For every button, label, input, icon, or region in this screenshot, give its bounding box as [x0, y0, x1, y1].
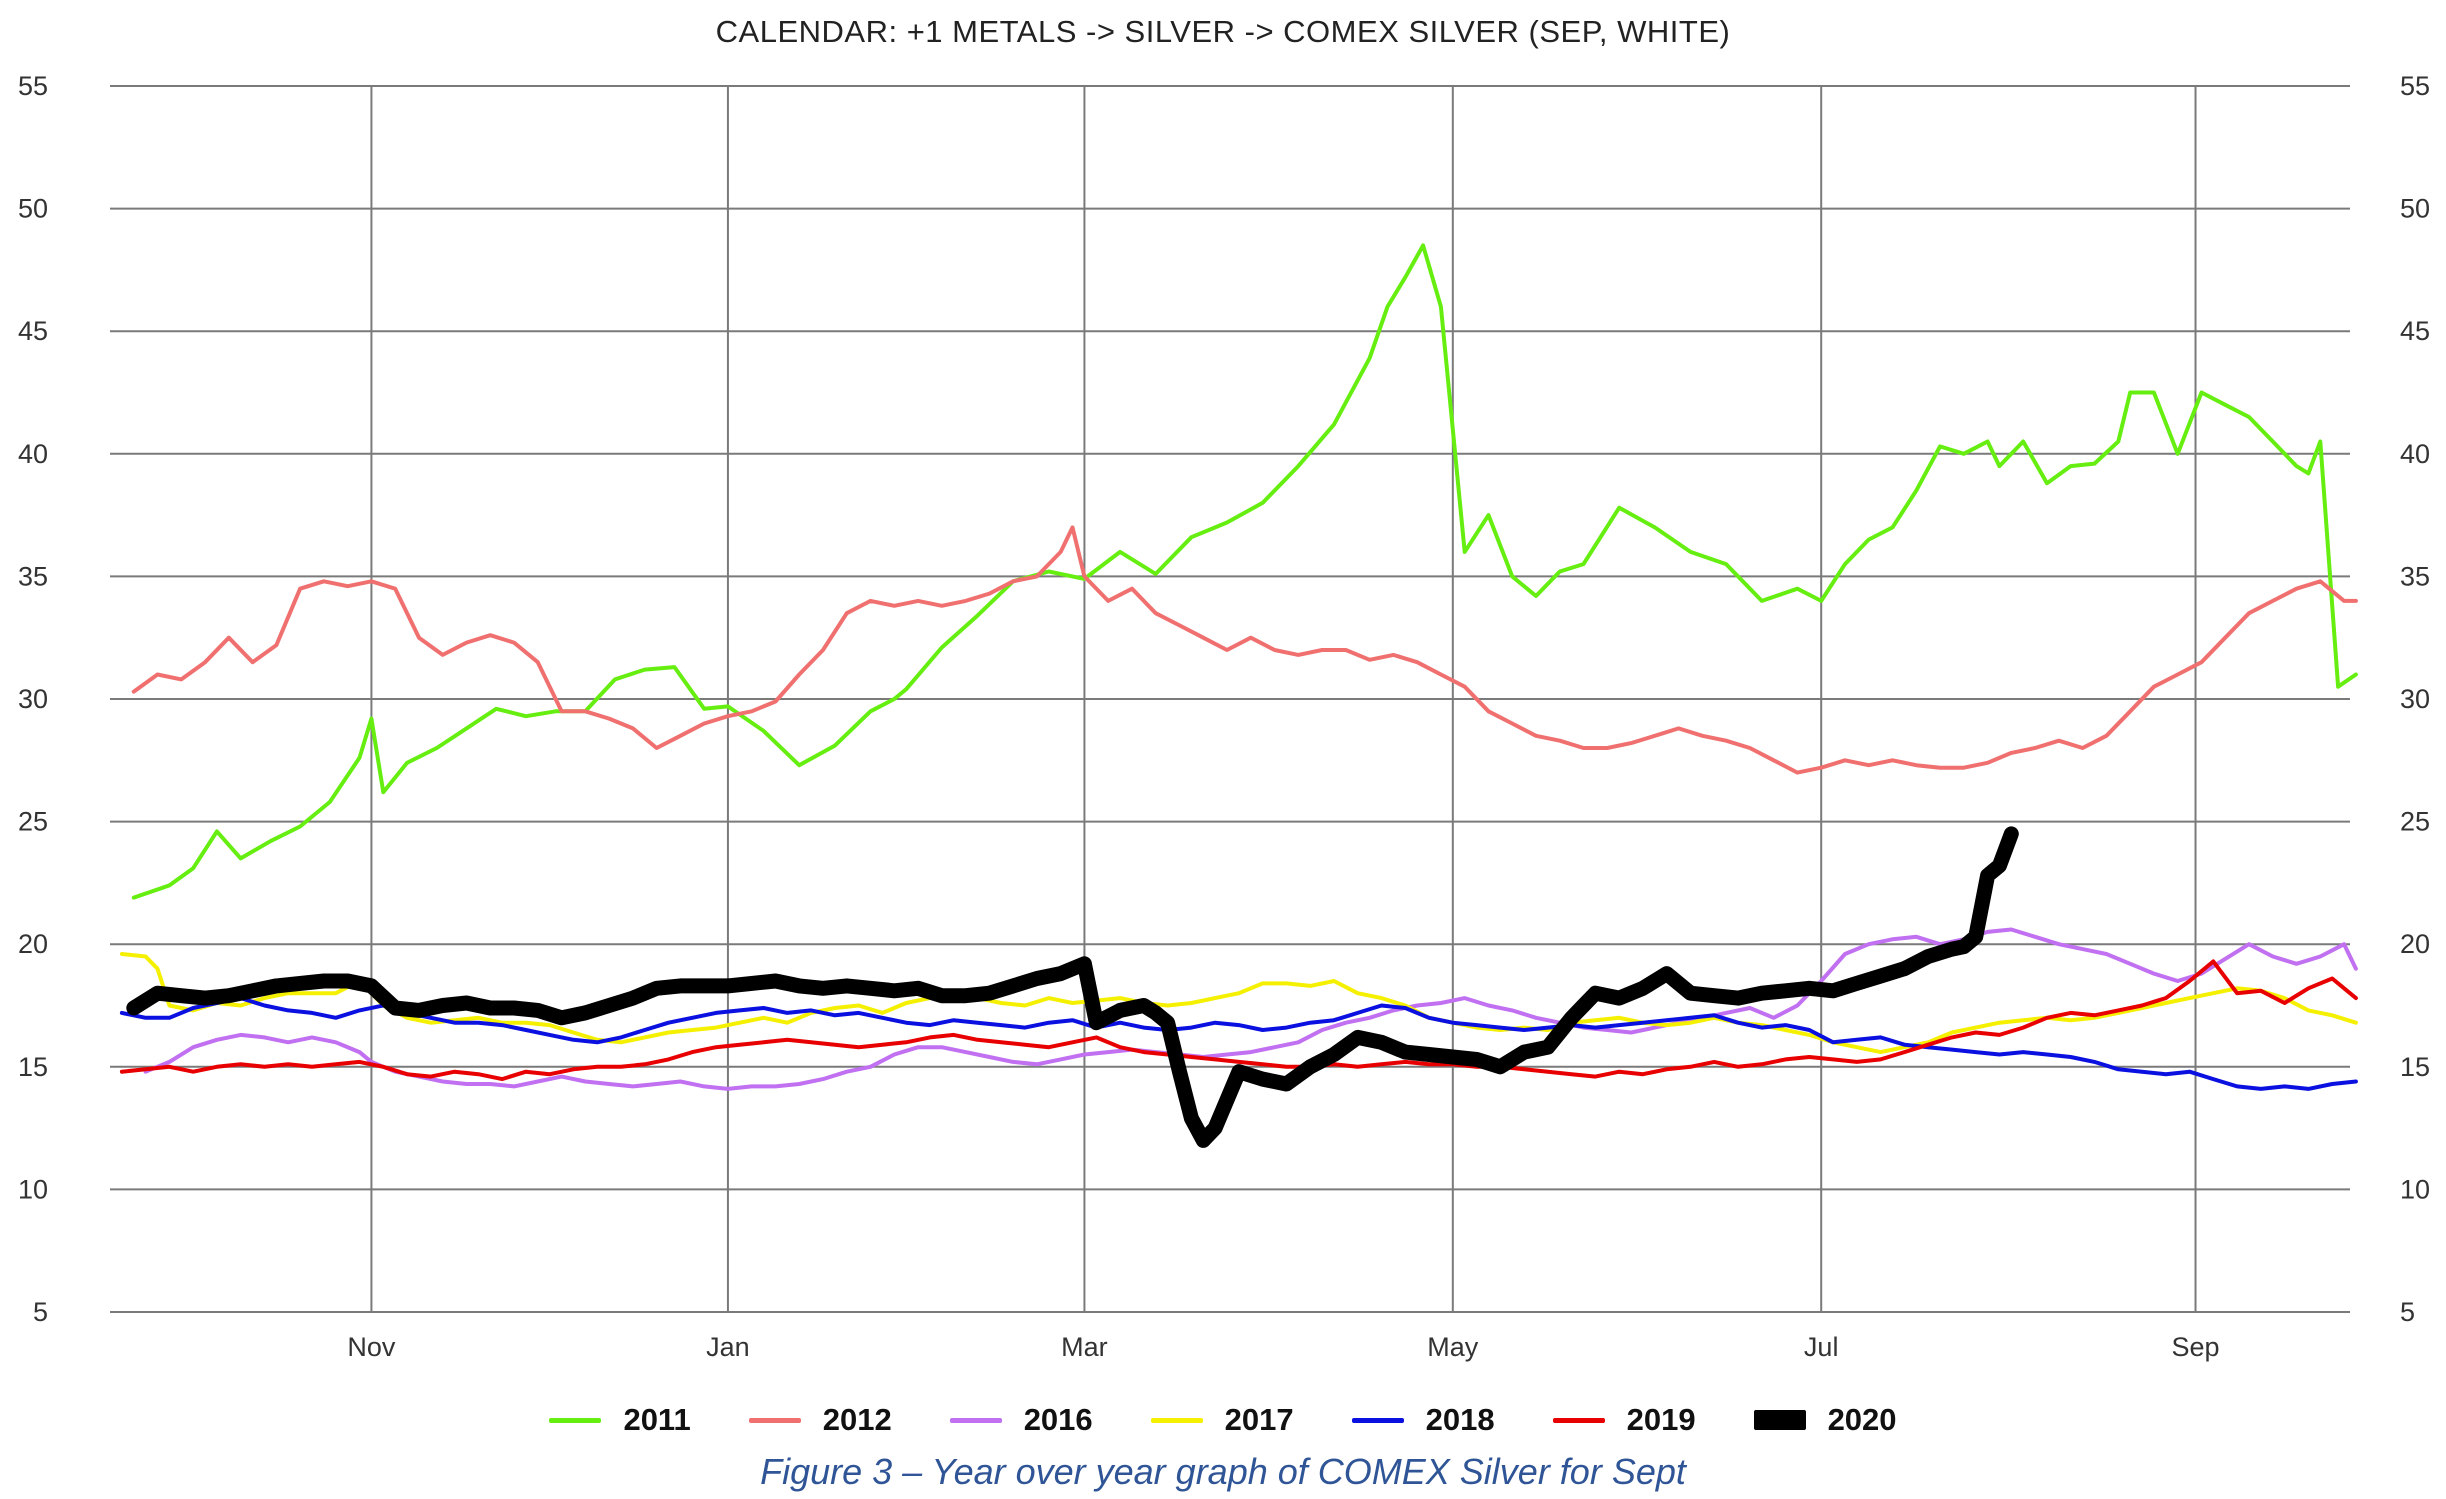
legend-label: 2017 [1224, 1402, 1294, 1437]
legend-swatch [949, 1417, 1002, 1423]
x-tick-label: Mar [1061, 1332, 1108, 1362]
y-tick-label-left: 5 [33, 1297, 48, 1327]
y-tick-label-left: 55 [18, 71, 48, 101]
y-tick-label-left: 45 [18, 316, 48, 346]
legend-item-2017: 2017 [1150, 1402, 1294, 1438]
legend-label: 2018 [1425, 1402, 1495, 1437]
legend-label: 2019 [1626, 1402, 1696, 1437]
y-tick-label-right: 30 [2400, 684, 2430, 714]
y-tick-label-right: 40 [2400, 439, 2430, 469]
legend-item-2011: 2011 [549, 1402, 691, 1438]
y-tick-label-right: 10 [2400, 1174, 2430, 1204]
y-tick-label-left: 40 [18, 439, 48, 469]
y-tick-label-left: 20 [18, 929, 48, 959]
y-tick-label-right: 55 [2400, 71, 2430, 101]
legend-item-2020: 2020 [1753, 1402, 1897, 1438]
y-tick-label-right: 35 [2400, 561, 2430, 591]
y-tick-label-left: 30 [18, 684, 48, 714]
legend-item-2012: 2012 [748, 1402, 892, 1438]
legend-label: 2020 [1827, 1402, 1897, 1437]
x-tick-label: Jan [706, 1332, 750, 1362]
series-lines [119, 243, 2358, 1148]
y-tick-label-left: 35 [18, 561, 48, 591]
legend-swatch [1552, 1417, 1605, 1423]
x-tick-label: Jul [1804, 1332, 1839, 1362]
y-tick-label-left: 10 [18, 1174, 48, 1204]
series-line-2011 [131, 243, 2358, 900]
legend-swatch [1351, 1417, 1404, 1423]
series-line-2017 [119, 952, 2358, 1055]
legend-swatch [748, 1417, 801, 1423]
y-tick-label-right: 20 [2400, 929, 2430, 959]
x-tick-label: May [1427, 1332, 1479, 1362]
y-tick-label-left: 50 [18, 194, 48, 224]
legend-label: 2011 [623, 1402, 691, 1437]
series-line-2016 [143, 927, 2358, 1091]
legend-item-2018: 2018 [1351, 1402, 1495, 1438]
series-line-2012 [131, 525, 2358, 775]
series-line-2020 [126, 826, 2019, 1148]
x-tick-label: Nov [347, 1332, 396, 1362]
legend: 2011 2012 2016 2017 2018 2019 2020 [0, 1402, 2446, 1438]
legend-label: 2012 [822, 1402, 892, 1437]
legend-swatch [549, 1417, 602, 1423]
figure-caption: Figure 3 – Year over year graph of COMEX… [760, 1451, 1686, 1492]
series-line-2019 [119, 959, 2358, 1082]
y-tick-label-right: 45 [2400, 316, 2430, 346]
y-tick-label-right: 50 [2400, 194, 2430, 224]
legend-label: 2016 [1023, 1402, 1093, 1437]
legend-swatch [1150, 1417, 1203, 1423]
legend-swatch [1753, 1410, 1806, 1430]
x-tick-label: Sep [2171, 1332, 2219, 1362]
legend-item-2019: 2019 [1552, 1402, 1696, 1438]
chart-title: CALENDAR: +1 METALS -> SILVER -> COMEX S… [715, 14, 1731, 49]
y-tick-label-right: 15 [2400, 1052, 2430, 1082]
y-tick-label-left: 15 [18, 1052, 48, 1082]
y-tick-label-right: 25 [2400, 807, 2430, 837]
y-tick-label-right: 5 [2400, 1297, 2415, 1327]
y-tick-label-left: 25 [18, 807, 48, 837]
grid-lines [110, 85, 2350, 1313]
legend-item-2016: 2016 [949, 1402, 1093, 1438]
series-line-2018 [119, 996, 2358, 1091]
